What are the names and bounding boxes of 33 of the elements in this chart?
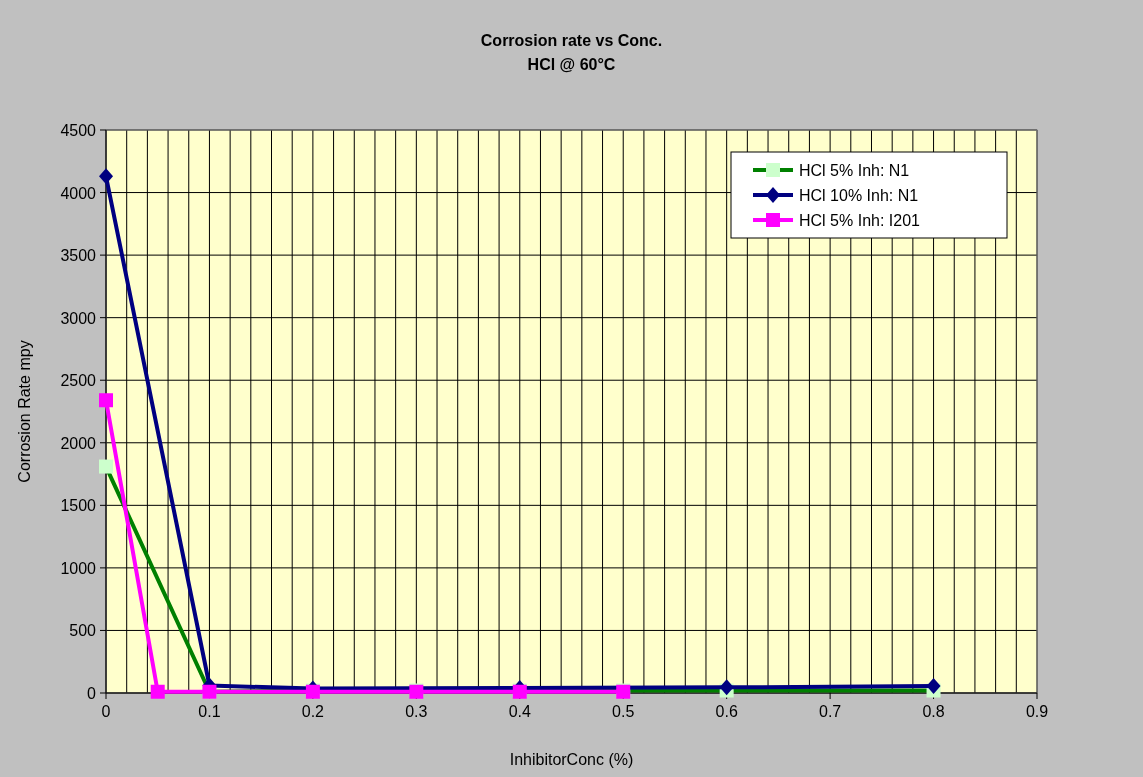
x-tick-label: 0 [101, 703, 111, 720]
x-tick-label: 0.7 [818, 703, 842, 720]
y-tick-label: 2500 [60, 372, 97, 390]
y-tick-label: 500 [69, 622, 97, 640]
y-tick-label: 0 [87, 685, 97, 702]
x-tick-label: 0.2 [301, 703, 325, 720]
x-tick-label: 0.5 [612, 703, 635, 720]
point [926, 678, 941, 695]
x-tick-label: 0.6 [715, 703, 738, 720]
y-tick-label: 1500 [60, 497, 97, 515]
x-axis-title: InhibitorConc (%) [509, 751, 634, 768]
point [719, 679, 734, 696]
x-tick-label: 0.9 [1025, 703, 1049, 720]
x-tick-label: 0.1 [198, 703, 221, 720]
legend-label: HCl 5% Inh: N1 [799, 162, 910, 179]
y-tick-label: 3500 [60, 247, 97, 265]
y-tick-label: 2000 [60, 434, 97, 452]
chart-title: Corrosion rate vs Conc. [480, 32, 663, 49]
point [99, 168, 113, 185]
y-tick-label: 3000 [60, 309, 97, 327]
x-tick-label: 0.4 [508, 703, 531, 720]
legend-label: HCl 5% Inh: I201 [799, 212, 921, 229]
y-tick-label: 4500 [60, 122, 97, 139]
point [150, 684, 165, 699]
y-tick-label: 4000 [60, 184, 97, 202]
y-tick-label: 1000 [60, 559, 97, 577]
point [99, 459, 113, 474]
chart-subtitle: HCl @ 60°C [527, 56, 616, 73]
x-tick-label: 0.8 [922, 703, 945, 720]
point [99, 393, 113, 408]
x-tick-label: 0.3 [405, 703, 428, 720]
legend-label: HCl 10% Inh: N1 [799, 187, 919, 204]
y-axis-title: Corrosion Rate mpy [16, 340, 33, 483]
